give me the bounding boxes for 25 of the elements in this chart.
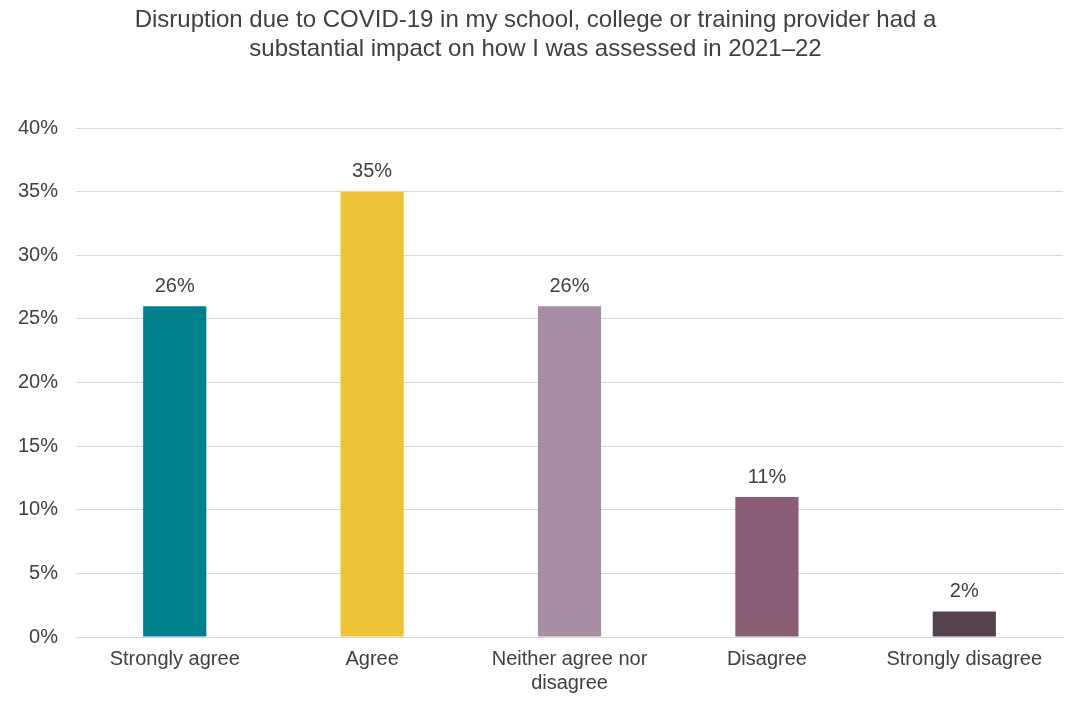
bar bbox=[143, 306, 207, 637]
bar bbox=[735, 497, 799, 637]
bar bbox=[537, 306, 602, 637]
x-tick-label: Agree bbox=[345, 646, 399, 669]
data-label: 26% bbox=[549, 273, 590, 296]
y-tick-label: 35% bbox=[18, 179, 59, 202]
y-tick-label: 0% bbox=[29, 624, 59, 647]
x-tick-label: Neither agree nor disagree bbox=[491, 646, 648, 693]
bar bbox=[932, 611, 996, 637]
x-tick-label: Strongly agree bbox=[109, 646, 240, 669]
y-tick-label: 25% bbox=[18, 306, 59, 329]
data-label: 35% bbox=[352, 159, 393, 182]
data-label: 2% bbox=[949, 579, 979, 602]
data-label: 11% bbox=[747, 464, 787, 487]
x-tick-label: Disagree bbox=[726, 646, 807, 669]
chart-title: Disruption due to COVID-19 in my school, college or training provider had a substantial impact on how I was assessed in 2021–22 bbox=[133, 4, 938, 63]
y-tick-label: 15% bbox=[18, 433, 59, 456]
data-label: 26% bbox=[154, 273, 195, 296]
y-tick-label: 10% bbox=[18, 497, 59, 520]
y-tick-label: 40% bbox=[18, 115, 59, 138]
bar bbox=[340, 191, 404, 637]
y-tick-label: 5% bbox=[29, 560, 59, 583]
x-tick-label: Strongly disagree bbox=[886, 646, 1043, 669]
y-tick-label: 30% bbox=[18, 242, 59, 265]
y-tick-label: 20% bbox=[18, 370, 59, 393]
